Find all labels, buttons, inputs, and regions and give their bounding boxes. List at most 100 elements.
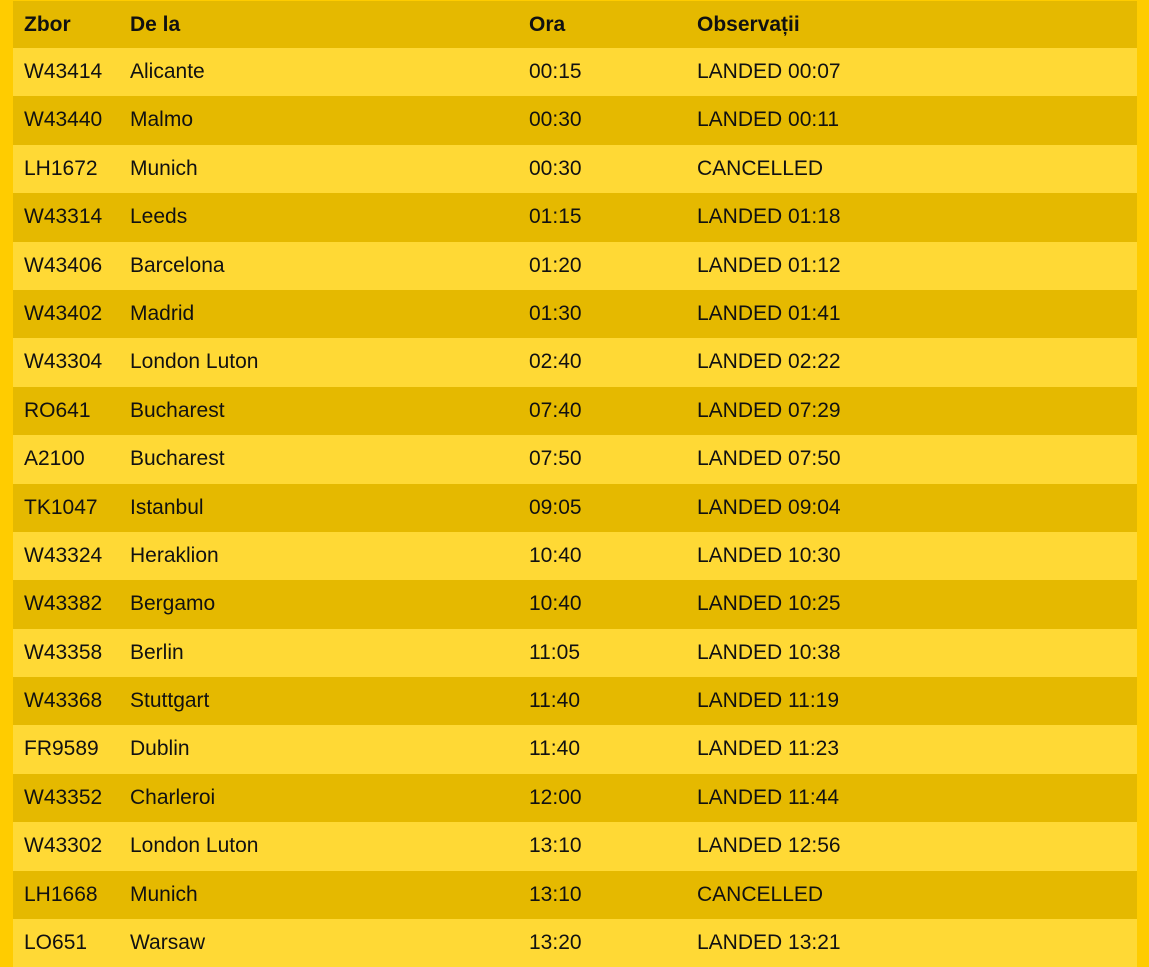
header-remarks: Observații — [697, 13, 800, 36]
time-cell: 10:40 — [529, 592, 582, 616]
time-cell: 00:30 — [529, 156, 582, 180]
remarks-cell: LANDED 10:38 — [697, 640, 841, 664]
origin-cell: Berlin — [130, 640, 184, 664]
table-row: LO651 Warsaw 13:20 LANDED 13:21 — [13, 919, 1137, 967]
time-cell: 13:20 — [529, 931, 582, 955]
flight-cell: W43352 — [24, 785, 103, 809]
arrivals-table: Zbor De la Ora Observații W43414 Alicante… — [13, 1, 1137, 967]
remarks-cell: LANDED 10:30 — [697, 543, 841, 567]
flight-cell: LH1672 — [24, 156, 98, 180]
table-row: LH1668 Munich 13:10 CANCELLED — [13, 870, 1137, 920]
remarks-cell: LANDED 11:19 — [697, 689, 840, 713]
flight-cell: W43402 — [24, 301, 103, 325]
table-row: LH1672 Munich 00:30 CANCELLED — [13, 144, 1137, 194]
remarks-cell: LANDED 01:18 — [697, 205, 841, 229]
origin-cell: Malmo — [130, 108, 194, 132]
table-row: FR9589 Dublin 11:40 LANDED 11:23 — [13, 725, 1137, 774]
table-row: W43352 Charleroi 12:00 LANDED 11:44 — [13, 773, 1137, 823]
flight-cell: W43440 — [24, 108, 103, 132]
remarks-cell: CANCELLED — [697, 156, 824, 180]
origin-cell: London Luton — [130, 834, 259, 858]
flight-cell: LO651 — [24, 931, 88, 955]
time-cell: 01:15 — [529, 205, 582, 229]
flight-cell: RO641 — [24, 398, 91, 422]
remarks-cell: LANDED 00:11 — [697, 108, 840, 132]
origin-cell: Munich — [130, 882, 198, 906]
remarks-cell: LANDED 00:07 — [697, 60, 841, 83]
time-cell: 09:05 — [529, 495, 582, 519]
time-cell: 13:10 — [529, 882, 582, 906]
origin-cell: Bergamo — [130, 592, 216, 616]
time-cell: 12:00 — [529, 785, 582, 809]
table-row: W43414 Alicante 00:15 LANDED 00:07 — [13, 48, 1137, 97]
remarks-cell: LANDED 02:22 — [697, 350, 841, 374]
time-cell: 11:40 — [529, 737, 580, 761]
flight-cell: W43358 — [24, 640, 103, 664]
origin-cell: Charleroi — [130, 785, 216, 809]
remarks-cell: LANDED 10:25 — [697, 592, 841, 616]
remarks-cell: LANDED 01:41 — [697, 301, 841, 325]
flight-cell: W43406 — [24, 253, 103, 277]
origin-cell: London Luton — [130, 350, 259, 374]
remarks-cell: LANDED 01:12 — [697, 253, 841, 277]
flight-cell: W43324 — [24, 543, 103, 567]
remarks-cell: LANDED 11:23 — [697, 737, 840, 761]
origin-cell: Istanbul — [130, 495, 204, 519]
time-cell: 00:30 — [529, 108, 582, 132]
origin-cell: Warsaw — [130, 931, 206, 955]
table-row: TK1047 Istanbul 09:05 LANDED 09:04 — [13, 483, 1137, 532]
remarks-cell: LANDED 07:50 — [697, 447, 841, 471]
time-cell: 00:15 — [529, 60, 582, 83]
table-row: A2100 Bucharest 07:50 LANDED 07:50 — [13, 435, 1137, 484]
time-cell: 07:40 — [529, 398, 582, 422]
origin-cell: Dublin — [130, 737, 190, 761]
time-cell: 01:30 — [529, 301, 582, 325]
time-cell: 11:05 — [529, 640, 580, 664]
flight-cell: W43314 — [24, 205, 103, 229]
time-cell: 01:20 — [529, 253, 582, 277]
table-row: W43314 Leeds 01:15 LANDED 01:18 — [13, 193, 1137, 242]
flight-cell: TK1047 — [24, 495, 98, 519]
origin-cell: Barcelona — [130, 253, 225, 277]
origin-cell: Stuttgart — [130, 689, 210, 713]
remarks-cell: LANDED 11:44 — [697, 785, 840, 809]
remarks-cell: LANDED 07:29 — [697, 398, 841, 422]
origin-cell: Heraklion — [130, 543, 219, 567]
table-row: W43324 Heraklion 10:40 LANDED 10:30 — [13, 531, 1137, 581]
time-cell: 11:40 — [529, 689, 580, 713]
header-from: De la — [130, 13, 181, 36]
table-row: W43358 Berlin 11:05 LANDED 10:38 — [13, 628, 1137, 678]
flight-cell: W43368 — [24, 689, 103, 713]
flight-cell: W43302 — [24, 834, 103, 858]
remarks-cell: LANDED 12:56 — [697, 834, 841, 858]
remarks-cell: CANCELLED — [697, 882, 824, 906]
time-cell: 13:10 — [529, 834, 582, 858]
flight-cell: W43382 — [24, 592, 103, 616]
time-cell: 02:40 — [529, 350, 582, 374]
origin-cell: Leeds — [130, 205, 188, 229]
flight-cell: W43304 — [24, 350, 103, 374]
header-time: Ora — [529, 13, 566, 36]
flight-cell: A2100 — [24, 447, 85, 471]
table-row: W43368 Stuttgart 11:40 LANDED 11:19 — [13, 677, 1137, 726]
flight-cell: W43414 — [24, 60, 103, 83]
origin-cell: Alicante — [130, 60, 205, 83]
flight-cell: FR9589 — [24, 737, 99, 761]
origin-cell: Munich — [130, 156, 198, 180]
table-row: W43402 Madrid 01:30 LANDED 01:41 — [13, 289, 1137, 339]
table-row: W43302 London Luton 13:10 LANDED 12:56 — [13, 822, 1137, 871]
remarks-cell: LANDED 13:21 — [697, 931, 841, 955]
table-row: W43406 Barcelona 01:20 LANDED 01:12 — [13, 241, 1137, 290]
origin-cell: Bucharest — [130, 447, 225, 471]
origin-cell: Bucharest — [130, 398, 225, 422]
table-header: Zbor De la Ora Observații — [13, 1, 1137, 48]
remarks-cell: LANDED 09:04 — [697, 495, 841, 519]
table-row: W43440 Malmo 00:30 LANDED 00:11 — [13, 96, 1137, 145]
origin-cell: Madrid — [130, 301, 195, 325]
table-row: W43382 Bergamo 10:40 LANDED 10:25 — [13, 580, 1137, 629]
table-row: RO641 Bucharest 07:40 LANDED 07:29 — [13, 386, 1137, 436]
table-row: W43304 London Luton 02:40 LANDED 02:22 — [13, 338, 1137, 387]
header-flight: Zbor — [24, 13, 71, 36]
flight-cell: LH1668 — [24, 882, 98, 906]
time-cell: 10:40 — [529, 543, 582, 567]
